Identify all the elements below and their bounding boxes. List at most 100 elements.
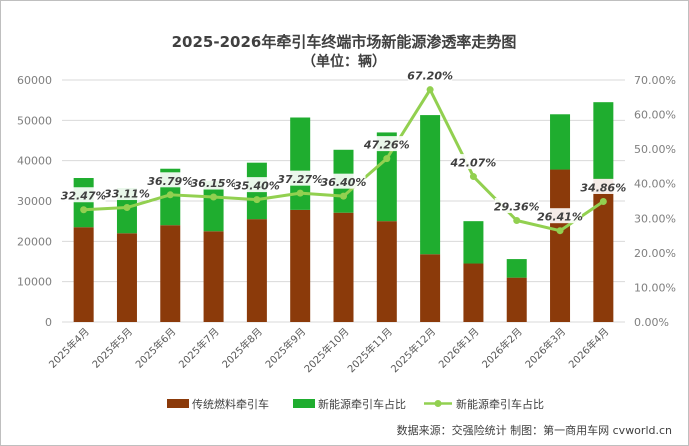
share-point — [513, 216, 521, 224]
share-data-label: 33.11% — [104, 188, 150, 201]
share-data-label: 34.86% — [580, 181, 626, 194]
x-tick-label: 2025年6月 — [133, 325, 179, 371]
share-label-bg — [408, 67, 453, 83]
share-label-bg — [278, 170, 323, 186]
x-tick-label: 2026年3月 — [522, 325, 568, 371]
x-tick-label: 2025年5月 — [89, 325, 135, 371]
share-label-bg — [104, 185, 149, 201]
share-data-label: 37.27% — [277, 173, 323, 186]
chart-subtitle: （单位：辆） — [302, 53, 386, 70]
left-tick-label: 0 — [45, 316, 52, 329]
bar-traditional — [420, 254, 441, 322]
x-tick-label: 2026年1月 — [436, 325, 482, 371]
x-tick-label: 2025年11月 — [345, 325, 395, 375]
right-tick-label: 10.00% — [634, 281, 676, 294]
legend-swatch-new-energy — [293, 399, 315, 408]
bar-traditional — [290, 209, 311, 322]
bar-traditional — [116, 233, 137, 322]
share-label-bg — [148, 172, 193, 188]
share-label-bg — [494, 197, 539, 213]
share-point — [253, 196, 261, 204]
share-label-bg — [61, 187, 106, 203]
share-label-bg — [538, 208, 583, 224]
share-label-bg — [581, 178, 626, 194]
share-point — [556, 227, 564, 235]
right-tick-label: 50.00% — [634, 143, 676, 156]
share-data-label: 42.07% — [450, 157, 497, 170]
share-point — [383, 155, 391, 163]
share-point — [210, 193, 218, 201]
share-data-label: 36.15% — [191, 177, 237, 190]
left-axis-ticks: 0 10000 20000 30000 40000 50000 60000 — [17, 74, 52, 329]
bar-new-energy — [506, 259, 527, 278]
x-tick-label: 2025年12月 — [388, 325, 438, 375]
x-tick-label: 2025年7月 — [176, 325, 222, 371]
share-label-bg — [451, 154, 496, 170]
bar-traditional — [246, 219, 267, 322]
bar-new-energy — [593, 102, 614, 179]
bar-traditional — [506, 277, 527, 322]
left-tick-label: 60000 — [17, 74, 52, 87]
right-tick-label: 0.00% — [634, 316, 669, 329]
right-axis-ticks: 0.00% 10.00% 20.00% 30.00% 40.00% 50.00% 60.00… — [634, 74, 676, 329]
bar-traditional — [593, 178, 614, 322]
share-data-label: 36.79% — [147, 175, 193, 188]
source-note: 数据来源：交强险统计 制图：第一商用车网 cvworld.cn — [397, 423, 672, 437]
share-data-label: 35.40% — [234, 180, 280, 193]
share-label-bg — [191, 174, 236, 190]
bar-traditional — [73, 227, 94, 322]
legend: 传统燃料牵引车 新能源牵引车占比 新能源牵引车占比 — [167, 397, 544, 411]
left-tick-label: 10000 — [17, 276, 52, 289]
right-tick-label: 20.00% — [634, 247, 676, 260]
legend-label-new-energy: 新能源牵引车占比 — [318, 397, 406, 411]
share-label-bg — [321, 173, 366, 189]
left-tick-label: 30000 — [17, 195, 52, 208]
x-axis-ticks: 2025年4月2025年5月2025年6月2025年7月2025年8月2025年… — [46, 325, 612, 375]
x-tick-label: 2026年4月 — [566, 325, 612, 371]
legend-marker-share — [434, 400, 442, 407]
bar-new-energy — [550, 114, 571, 170]
share-label-bg — [234, 177, 279, 193]
share-label-bg — [364, 136, 409, 152]
legend-label-traditional: 传统燃料牵引车 — [192, 397, 269, 411]
legend-label-share: 新能源牵引车占比 — [456, 397, 544, 411]
line-group: 32.47%33.11%36.79%36.15%35.40%37.27%36.4… — [61, 67, 626, 235]
bar-new-energy — [290, 117, 311, 210]
bar-new-energy — [203, 180, 224, 232]
x-tick-label: 2025年8月 — [219, 325, 265, 371]
share-point — [469, 173, 477, 181]
left-tick-label: 20000 — [17, 235, 52, 248]
bar-traditional — [463, 263, 484, 322]
share-point — [123, 204, 131, 212]
share-point — [599, 197, 607, 205]
share-data-label: 47.26% — [363, 139, 410, 152]
legend-swatch-traditional — [167, 399, 189, 408]
share-point — [80, 206, 88, 214]
x-tick-label: 2026年2月 — [479, 325, 525, 371]
share-data-label: 26.41% — [537, 211, 583, 224]
x-tick-label: 2025年10月 — [301, 325, 351, 375]
share-point — [296, 189, 304, 197]
right-tick-label: 30.00% — [634, 212, 676, 225]
bar-traditional — [160, 225, 181, 322]
right-tick-label: 70.00% — [634, 74, 676, 87]
right-tick-label: 60.00% — [634, 109, 676, 122]
right-tick-label: 40.00% — [634, 178, 676, 191]
share-point — [166, 191, 174, 199]
x-tick-label: 2025年4月 — [46, 325, 92, 371]
share-data-label: 67.20% — [407, 70, 453, 83]
share-data-label: 36.40% — [321, 176, 367, 189]
x-tick-label: 2025年9月 — [262, 325, 308, 371]
share-data-label: 32.47% — [61, 190, 107, 203]
bar-new-energy — [420, 115, 441, 255]
bar-new-energy — [463, 221, 484, 264]
bar-traditional — [376, 221, 397, 322]
bar-traditional — [550, 169, 571, 322]
share-point — [340, 192, 347, 200]
chart-title: 2025-2026年牵引车终端市场新能源渗透率走势图 — [172, 33, 517, 51]
bar-new-energy — [376, 132, 397, 222]
left-tick-label: 50000 — [17, 114, 52, 127]
bar-traditional — [333, 212, 354, 322]
share-point — [426, 86, 434, 94]
